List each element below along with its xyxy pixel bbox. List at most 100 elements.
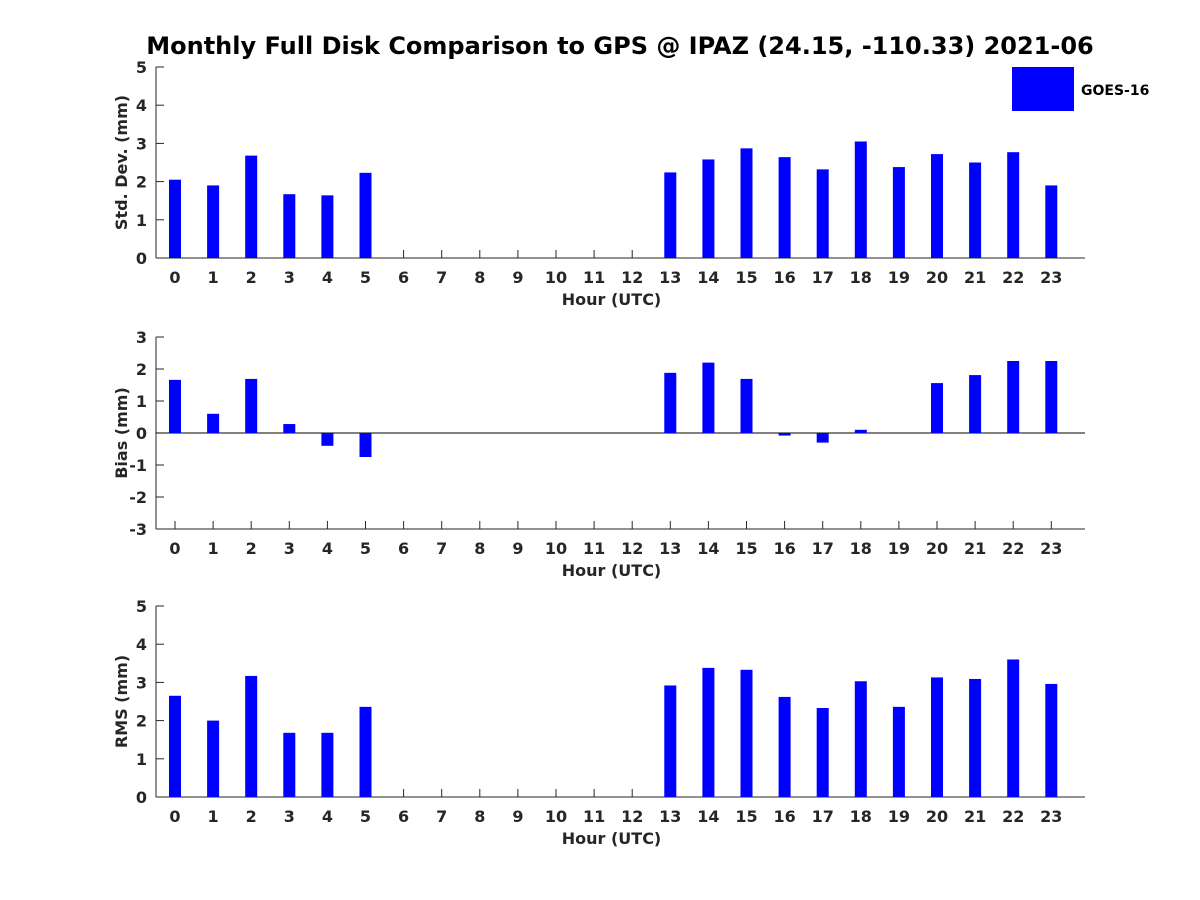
x-tick-label: 6 <box>398 539 409 558</box>
bar <box>1045 185 1058 258</box>
legend-label: GOES-16 <box>1081 83 1149 99</box>
x-tick-label: 0 <box>169 539 180 558</box>
x-tick-label: 11 <box>583 268 605 287</box>
bar <box>169 379 181 433</box>
y-tick-label: 2 <box>136 173 147 192</box>
x-tick-label: 5 <box>360 539 371 558</box>
x-tick-label: 9 <box>512 539 523 558</box>
bar <box>664 372 677 433</box>
bar <box>1045 361 1058 433</box>
bar <box>283 732 296 797</box>
x-tick-label: 22 <box>1002 268 1024 287</box>
x-tick-label: 15 <box>735 807 757 826</box>
x-tick-label: 19 <box>888 539 910 558</box>
bar <box>740 378 753 433</box>
x-tick-label: 9 <box>512 807 523 826</box>
bar <box>969 375 982 433</box>
x-tick-label: 4 <box>322 268 333 287</box>
x-tick-label: 22 <box>1002 807 1024 826</box>
x-tick-label: 20 <box>926 539 948 558</box>
y-tick-label: -2 <box>129 488 147 507</box>
x-tick-label: 13 <box>659 807 681 826</box>
x-tick-label: 7 <box>436 268 447 287</box>
x-tick-label: 13 <box>659 539 681 558</box>
x-tick-label: 6 <box>398 268 409 287</box>
bar <box>245 155 258 258</box>
legend: GOES-16 <box>1012 67 1149 111</box>
x-axis-label: Hour (UTC) <box>562 290 662 309</box>
y-tick-label: 0 <box>136 788 147 807</box>
y-tick-label: 0 <box>136 249 147 268</box>
x-tick-label: 10 <box>545 807 567 826</box>
bar <box>740 148 753 258</box>
x-tick-label: 0 <box>169 807 180 826</box>
x-tick-label: 17 <box>812 807 834 826</box>
bar <box>1007 152 1020 258</box>
x-tick-label: 5 <box>360 807 371 826</box>
x-tick-label: 11 <box>583 807 605 826</box>
x-tick-label: 7 <box>436 807 447 826</box>
x-tick-label: 0 <box>169 268 180 287</box>
y-tick-label: 3 <box>136 328 147 347</box>
x-tick-label: 13 <box>659 268 681 287</box>
bar <box>892 706 905 797</box>
bar <box>854 429 867 433</box>
x-tick-label: 2 <box>246 539 257 558</box>
x-tick-label: 20 <box>926 807 948 826</box>
x-tick-label: 19 <box>888 807 910 826</box>
y-tick-label: 1 <box>136 750 147 769</box>
bar <box>169 695 181 797</box>
bar <box>778 696 791 797</box>
bar <box>359 706 372 797</box>
bar <box>778 433 791 436</box>
bar <box>931 154 943 258</box>
y-axis-label: Bias (mm) <box>112 387 131 479</box>
bar <box>969 678 982 797</box>
bar <box>245 378 258 433</box>
bar <box>207 413 220 433</box>
x-tick-label: 4 <box>322 807 333 826</box>
x-tick-label: 16 <box>773 807 795 826</box>
x-tick-label: 1 <box>208 268 219 287</box>
bar <box>931 383 943 433</box>
bar <box>1007 659 1020 797</box>
bar <box>702 667 715 797</box>
bar <box>816 433 829 443</box>
x-tick-label: 21 <box>964 807 986 826</box>
bar <box>664 172 677 258</box>
bar <box>321 195 334 258</box>
x-tick-label: 16 <box>773 539 795 558</box>
x-tick-label: 20 <box>926 268 948 287</box>
y-tick-label: 4 <box>136 635 147 654</box>
y-tick-label: 2 <box>136 360 147 379</box>
x-tick-label: 21 <box>964 539 986 558</box>
y-tick-label: -1 <box>129 456 147 475</box>
bar <box>854 141 867 258</box>
x-tick-label: 15 <box>735 539 757 558</box>
x-tick-label: 12 <box>621 539 643 558</box>
x-tick-label: 15 <box>735 268 757 287</box>
x-tick-label: 17 <box>812 539 834 558</box>
y-tick-label: 2 <box>136 712 147 731</box>
x-tick-label: 3 <box>284 807 295 826</box>
x-tick-label: 12 <box>621 268 643 287</box>
legend-swatch <box>1012 67 1074 111</box>
x-tick-label: 17 <box>812 268 834 287</box>
bar <box>816 169 829 258</box>
bar <box>1045 683 1058 797</box>
x-tick-label: 9 <box>512 268 523 287</box>
bar <box>702 159 715 258</box>
y-tick-label: -3 <box>129 520 147 539</box>
bar <box>321 732 334 797</box>
x-tick-label: 6 <box>398 807 409 826</box>
y-tick-label: 5 <box>136 58 147 77</box>
bar <box>1007 361 1020 433</box>
x-tick-label: 14 <box>697 268 719 287</box>
bar <box>359 172 372 258</box>
bar <box>778 157 791 258</box>
x-tick-label: 23 <box>1040 807 1062 826</box>
bar <box>245 675 258 797</box>
x-tick-label: 1 <box>208 539 219 558</box>
bar <box>702 362 715 433</box>
